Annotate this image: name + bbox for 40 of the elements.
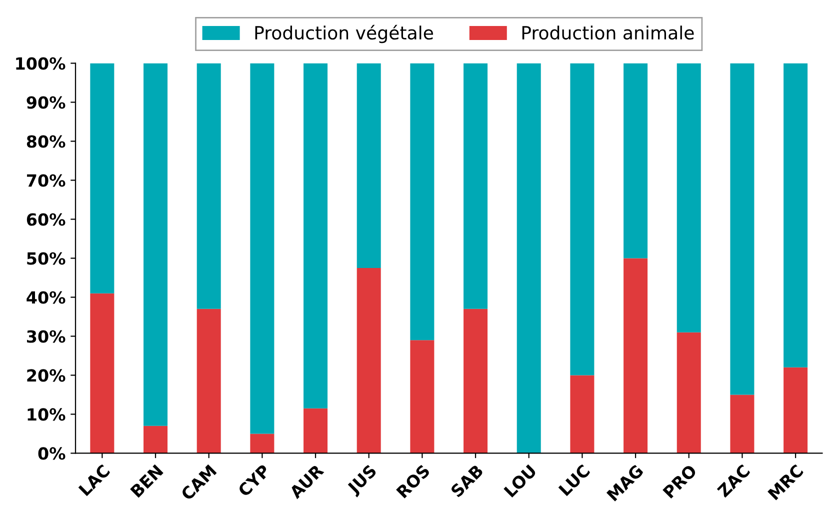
y-tick-label: 80%: [26, 135, 66, 148]
bar: [730, 63, 754, 395]
bar: [570, 375, 594, 454]
y-tick-label: 100%: [16, 57, 66, 70]
bar: [410, 63, 434, 340]
bar: [356, 63, 381, 268]
bar: [784, 367, 808, 454]
bar: [196, 308, 221, 454]
legend-label: Production végétale: [255, 24, 434, 44]
y-tick-label: 90%: [26, 96, 66, 109]
bar: [676, 332, 701, 454]
bar: [676, 63, 701, 332]
y-tick-label: 20%: [27, 369, 66, 382]
y-tick-label: 70%: [27, 174, 66, 187]
bar: [516, 63, 541, 454]
bar: [250, 434, 274, 454]
bar: [196, 63, 221, 309]
bar: [90, 63, 114, 294]
bar: [304, 408, 328, 454]
bar: [730, 394, 754, 454]
legend-label: Production animale: [522, 26, 694, 40]
bar: [570, 63, 594, 376]
y-tick-label: 0%: [38, 447, 66, 460]
bar: [144, 426, 168, 454]
bar: [304, 63, 328, 408]
bar: [784, 63, 808, 368]
bar: [624, 63, 648, 258]
bar: [144, 63, 168, 426]
bar: [624, 258, 648, 454]
y-tick-label: 50%: [27, 252, 66, 265]
bar: [464, 308, 488, 454]
y-tick-label: 40%: [26, 291, 66, 304]
bar: [410, 340, 434, 454]
y-tick-label: 30%: [27, 330, 66, 343]
bar: [464, 63, 488, 309]
bar: [90, 293, 114, 454]
bar: [356, 268, 381, 454]
y-tick-label: 10%: [28, 408, 66, 421]
y-tick-label: 60%: [26, 213, 66, 226]
bar: [250, 63, 274, 434]
